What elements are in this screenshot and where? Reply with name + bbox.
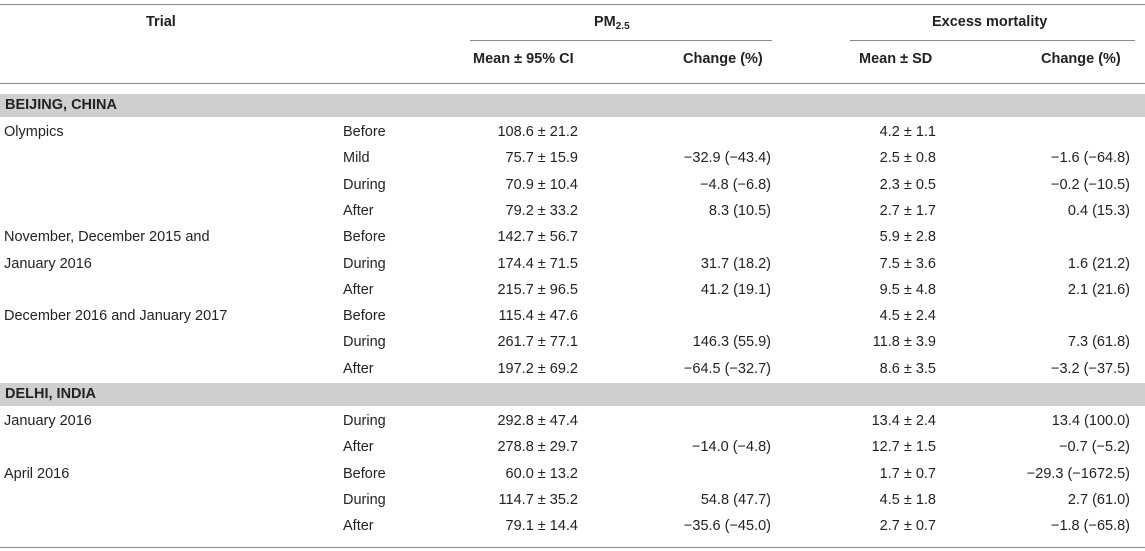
ex-mean-cell: 2.5 ± 0.8 bbox=[879, 150, 936, 167]
header-excess-mortality: Excess mortality bbox=[932, 14, 1048, 30]
header-ex-change: Change (%) bbox=[1041, 51, 1121, 67]
ex-change-cell: −1.6 (−64.8) bbox=[1051, 150, 1130, 167]
ex-change-cell: 1.6 (21.2) bbox=[1067, 255, 1130, 272]
ex-mean-cell: 4.2 ± 1.1 bbox=[879, 124, 936, 140]
excess-span-rule bbox=[850, 40, 1135, 41]
phase-cell: During bbox=[343, 334, 386, 351]
pm-change-cell: −14.0 (−4.8) bbox=[692, 439, 771, 456]
ex-change-cell: −29.3 (−1672.5) bbox=[1026, 465, 1130, 482]
phase-cell: During bbox=[343, 176, 386, 193]
ex-mean-cell: 4.5 ± 2.4 bbox=[879, 308, 936, 325]
trial-cell: December 2016 and January 2017 bbox=[4, 308, 228, 325]
pm-mean-cell: 142.7 ± 56.7 bbox=[497, 229, 578, 246]
trial-cell: January 2016 bbox=[4, 413, 92, 429]
ex-mean-cell: 2.7 ± 1.7 bbox=[879, 202, 936, 219]
trial-cell: April 2016 bbox=[4, 465, 70, 482]
header-pm-subscript: 2.5 bbox=[615, 21, 630, 32]
pm-change-cell: 54.8 (47.7) bbox=[700, 491, 771, 508]
ex-change-cell: 13.4 (100.0) bbox=[1051, 413, 1130, 429]
pm-mean-cell: 278.8 ± 29.7 bbox=[497, 439, 578, 456]
pm-change-cell: −64.5 (−32.7) bbox=[683, 360, 771, 377]
phase-cell: After bbox=[343, 439, 374, 456]
phase-cell: After bbox=[343, 281, 374, 298]
phase-cell: Before bbox=[343, 465, 386, 482]
header-pm25: PM2.5 bbox=[594, 14, 630, 32]
pm25-span-rule bbox=[470, 40, 772, 41]
pm-mean-cell: 261.7 ± 77.1 bbox=[497, 334, 578, 351]
pm-change-cell: −4.8 (−6.8) bbox=[700, 176, 771, 193]
header-bottom-rule bbox=[0, 83, 1145, 84]
pm-mean-cell: 108.6 ± 21.2 bbox=[497, 124, 578, 140]
header-trial: Trial bbox=[146, 14, 176, 30]
pm-change-cell: 8.3 (10.5) bbox=[708, 202, 771, 219]
section-header: DELHI, INDIA bbox=[0, 383, 1145, 406]
table-bottom-rule bbox=[0, 547, 1145, 548]
ex-mean-cell: 4.5 ± 1.8 bbox=[879, 491, 936, 508]
header-pm-mean: Mean ± 95% CI bbox=[473, 51, 574, 67]
ex-mean-cell: 13.4 ± 2.4 bbox=[871, 413, 936, 429]
pm-mean-cell: 114.7 ± 35.2 bbox=[498, 491, 578, 508]
pm-mean-cell: 215.7 ± 96.5 bbox=[497, 281, 578, 298]
ex-mean-cell: 12.7 ± 1.5 bbox=[871, 439, 936, 456]
pm-mean-cell: 60.0 ± 13.2 bbox=[505, 465, 578, 482]
pm-mean-cell: 70.9 ± 10.4 bbox=[505, 176, 578, 193]
pm-mean-cell: 197.2 ± 69.2 bbox=[497, 360, 578, 377]
ex-change-cell: 0.4 (15.3) bbox=[1067, 202, 1130, 219]
phase-cell: Before bbox=[343, 124, 386, 140]
ex-change-cell: −0.7 (−5.2) bbox=[1059, 439, 1130, 456]
ex-change-cell: 2.1 (21.6) bbox=[1067, 281, 1130, 298]
phase-cell: During bbox=[343, 491, 386, 508]
phase-cell: After bbox=[343, 518, 374, 535]
ex-mean-cell: 11.8 ± 3.9 bbox=[872, 334, 936, 351]
ex-change-cell: −0.2 (−10.5) bbox=[1051, 176, 1130, 193]
phase-cell: After bbox=[343, 202, 374, 219]
header-pm-change: Change (%) bbox=[683, 51, 763, 67]
phase-cell: After bbox=[343, 360, 374, 377]
pm-change-cell: −35.6 (−45.0) bbox=[683, 518, 771, 535]
pm-mean-cell: 79.1 ± 14.4 bbox=[505, 518, 578, 535]
section-header: BEIJING, CHINA bbox=[0, 94, 1145, 117]
header-ex-mean: Mean ± SD bbox=[859, 51, 933, 67]
pm-mean-cell: 174.4 ± 71.5 bbox=[497, 255, 578, 272]
ex-mean-cell: 5.9 ± 2.8 bbox=[879, 229, 936, 246]
pm-change-cell: 41.2 (19.1) bbox=[700, 281, 771, 298]
ex-mean-cell: 2.3 ± 0.5 bbox=[879, 176, 936, 193]
pm-change-cell: 31.7 (18.2) bbox=[700, 255, 771, 272]
ex-mean-cell: 8.6 ± 3.5 bbox=[879, 360, 936, 377]
pm-mean-cell: 79.2 ± 33.2 bbox=[505, 202, 578, 219]
pm-change-cell: 146.3 (55.9) bbox=[692, 334, 771, 351]
pm-mean-cell: 75.7 ± 15.9 bbox=[505, 150, 578, 167]
phase-cell: During bbox=[343, 413, 386, 429]
trial-cell: January 2016 bbox=[4, 255, 92, 272]
header-pm-text: PM bbox=[594, 14, 616, 30]
pm-mean-cell: 115.4 ± 47.6 bbox=[498, 308, 578, 325]
phase-cell: Mild bbox=[343, 150, 370, 167]
pm-change-cell: −32.9 (−43.4) bbox=[683, 150, 771, 167]
trial-cell: November, December 2015 and bbox=[4, 229, 210, 246]
phase-cell: Before bbox=[343, 229, 386, 246]
pm-mean-cell: 292.8 ± 47.4 bbox=[497, 413, 578, 429]
phase-cell: Before bbox=[343, 308, 386, 325]
trial-cell: Olympics bbox=[4, 124, 64, 140]
ex-mean-cell: 7.5 ± 3.6 bbox=[879, 255, 936, 272]
ex-mean-cell: 9.5 ± 4.8 bbox=[879, 281, 936, 298]
table-top-rule bbox=[0, 4, 1145, 5]
phase-cell: During bbox=[343, 255, 386, 272]
ex-mean-cell: 2.7 ± 0.7 bbox=[879, 518, 936, 535]
ex-change-cell: 2.7 (61.0) bbox=[1067, 491, 1130, 508]
ex-change-cell: −1.8 (−65.8) bbox=[1051, 518, 1130, 535]
ex-change-cell: −3.2 (−37.5) bbox=[1051, 360, 1130, 377]
ex-mean-cell: 1.7 ± 0.7 bbox=[879, 465, 936, 482]
ex-change-cell: 7.3 (61.8) bbox=[1067, 334, 1130, 351]
